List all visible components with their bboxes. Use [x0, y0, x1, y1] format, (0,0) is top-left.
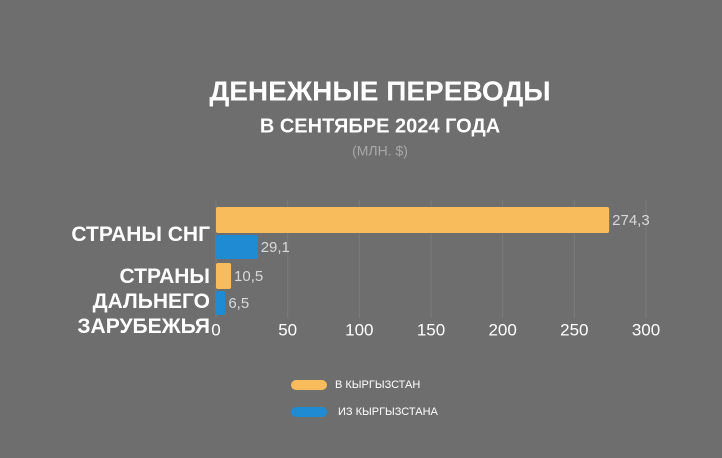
data-label: 6,5	[228, 295, 249, 312]
unit-label: (МЛН. $)	[352, 143, 408, 159]
x-tick-label: 150	[417, 320, 445, 339]
x-tick-label: 50	[278, 320, 297, 339]
chart-subtitle: В СЕНТЯБРЕ 2024 ГОДА	[260, 115, 500, 137]
category-label: СТРАНЫ ДАЛЬНЕГО ЗАРУБЕЖЬЯ	[77, 265, 210, 338]
data-label: 29,1	[261, 239, 290, 256]
chart-title: ДЕНЕЖНЫЕ ПЕРЕВОДЫ	[209, 75, 550, 106]
legend-swatch	[291, 380, 327, 390]
bar	[216, 263, 232, 289]
legend-swatch	[291, 407, 327, 417]
data-label: 10,5	[234, 268, 263, 285]
legend-label: ИЗ КЫРГЫЗСТАНА	[338, 406, 439, 418]
bar	[216, 291, 226, 315]
data-label: 274,3	[612, 212, 650, 229]
legend-label: В КЫРГЫЗСТАН	[335, 379, 420, 391]
x-tick-label: 250	[560, 320, 588, 339]
bar	[216, 235, 258, 259]
bar	[216, 207, 610, 233]
x-tick-label: 200	[488, 320, 516, 339]
x-tick-label: 100	[345, 320, 373, 339]
category-label: СТРАНЫ СНГ	[71, 223, 210, 246]
x-tick-label: 300	[632, 320, 660, 339]
x-tick-label: 0	[211, 320, 220, 339]
